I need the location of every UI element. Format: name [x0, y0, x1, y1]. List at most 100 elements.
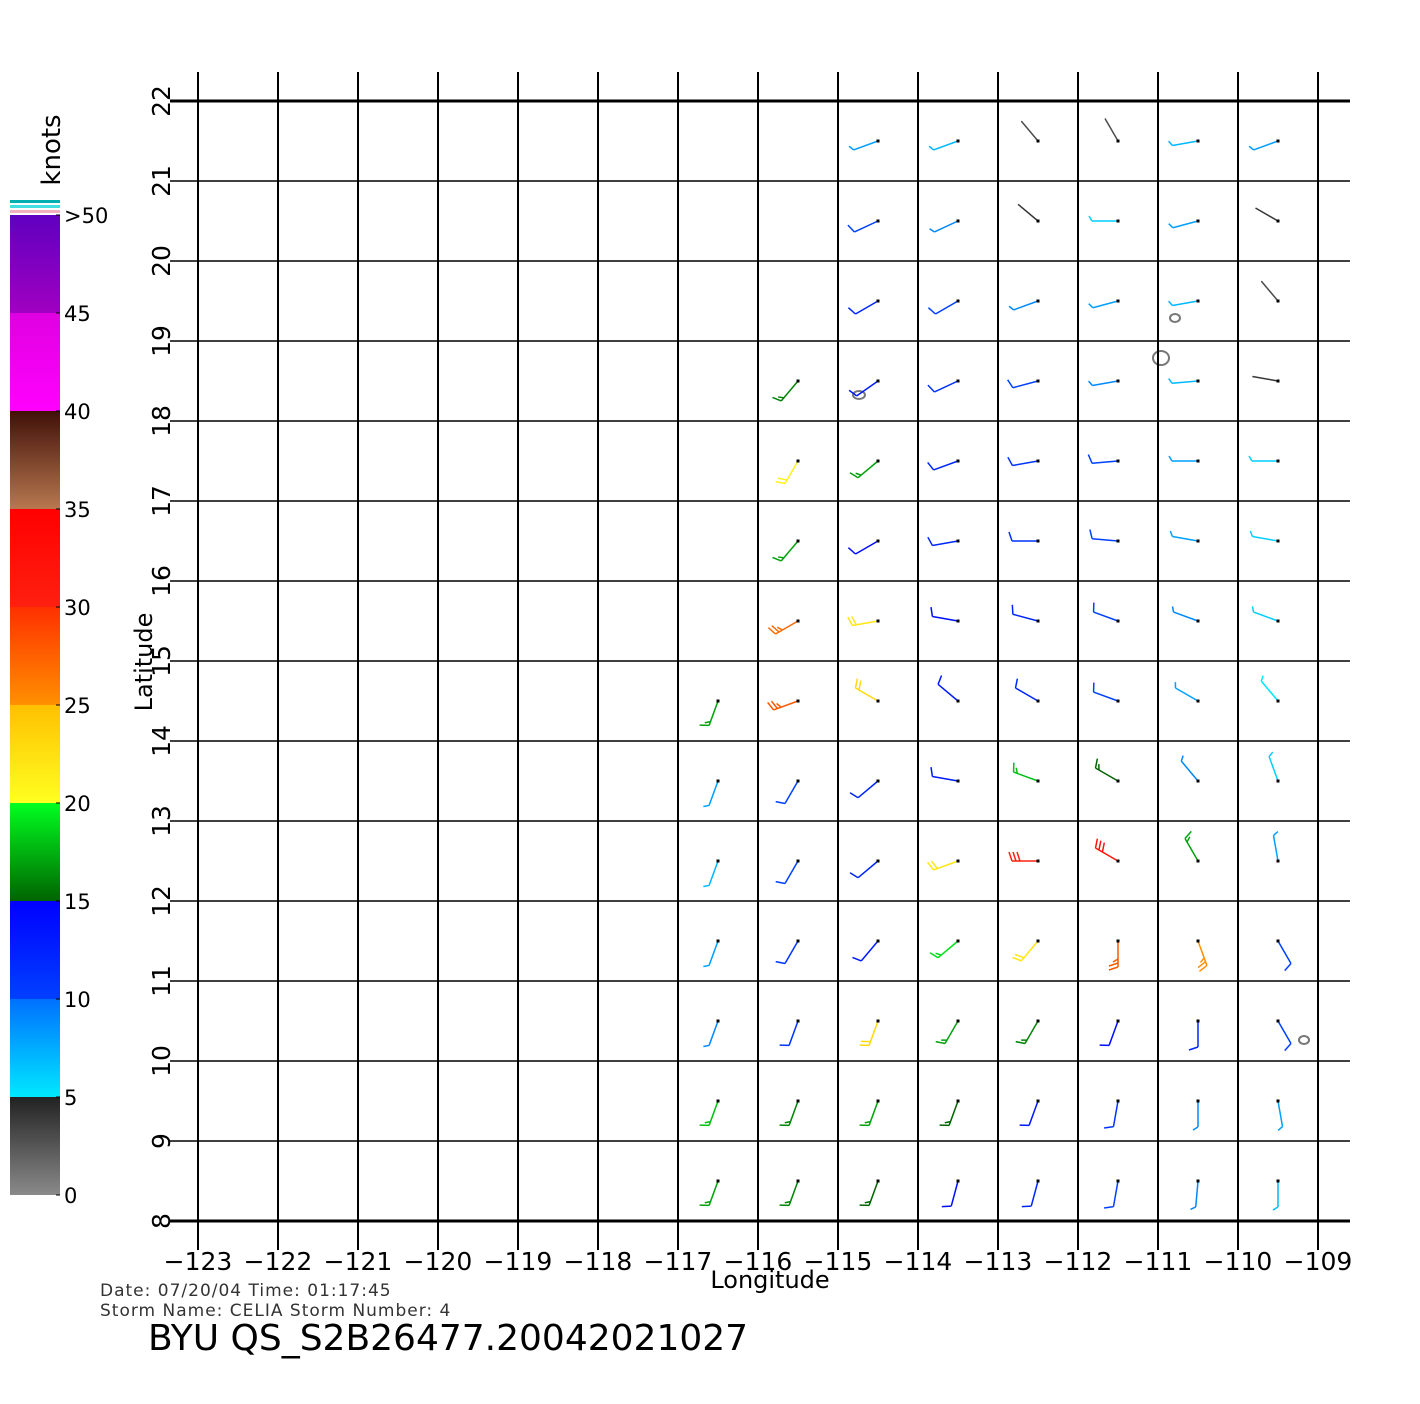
wind-barb — [935, 1020, 959, 1045]
barb-origin — [956, 1019, 960, 1023]
wind-barb — [1015, 1020, 1039, 1045]
barb-origin — [956, 299, 960, 303]
barb-origin — [1196, 1099, 1200, 1103]
x-tick-label: −122 — [244, 1247, 313, 1276]
wind-barb — [699, 700, 719, 727]
x-tick-label: −123 — [164, 1247, 233, 1276]
barb-origin — [1116, 379, 1120, 383]
y-tick-label: 14 — [147, 725, 176, 757]
wind-barb — [849, 460, 879, 479]
barb-origin — [876, 1099, 880, 1103]
wind-barb — [772, 540, 799, 562]
barb-origin — [956, 699, 960, 703]
wind-barb — [775, 940, 799, 965]
barb-origin — [796, 1179, 800, 1183]
barb-origin — [1116, 859, 1120, 863]
barb-origin — [1036, 299, 1040, 303]
x-tick-label: −119 — [484, 1247, 553, 1276]
barb-origin — [876, 379, 880, 383]
barb-origin — [956, 1179, 960, 1183]
barb-origin — [1196, 1019, 1200, 1023]
colorbar-tick-label: 45 — [64, 302, 91, 326]
barb-origin — [1196, 139, 1200, 143]
wind-barb — [1188, 1021, 1199, 1051]
wind-barb — [1252, 375, 1279, 382]
x-tick-label: −114 — [884, 1247, 953, 1276]
barb-origin — [1276, 299, 1280, 303]
colorbar-tick-label: 40 — [64, 400, 91, 424]
y-tick-label: 19 — [147, 325, 176, 357]
wind-barb — [1180, 755, 1199, 782]
wind-barb — [779, 1020, 799, 1047]
wind-barb — [1104, 118, 1119, 142]
barb-origin — [876, 539, 880, 543]
x-tick-label: −113 — [964, 1247, 1033, 1276]
barb-origin — [1036, 459, 1040, 463]
x-tick-label: −116 — [724, 1247, 793, 1276]
x-tick-label: −109 — [1284, 1247, 1353, 1276]
wind-barb — [1103, 1100, 1119, 1129]
wind-barb — [930, 606, 959, 622]
wind-barb — [847, 220, 879, 233]
wind-barb — [927, 536, 959, 547]
wind-barb — [1169, 530, 1199, 542]
wind-barb — [1020, 120, 1039, 142]
barb-origin — [1276, 139, 1280, 143]
barb-origin — [1116, 699, 1120, 703]
x-tick-label: −110 — [1204, 1247, 1273, 1276]
y-tick-label: 22 — [147, 85, 176, 117]
wind-barb — [767, 700, 799, 711]
colorbar-segment — [10, 999, 60, 1097]
barb-origin — [1036, 779, 1040, 783]
barb-origin — [796, 779, 800, 783]
barb-origin — [956, 139, 960, 143]
colorbar-tick-label: 10 — [64, 988, 91, 1012]
colorbar-segment — [10, 705, 60, 803]
barb-origin — [1196, 539, 1200, 543]
x-tick-label: −120 — [404, 1247, 473, 1276]
x-tick-label: −112 — [1044, 1247, 1113, 1276]
wind-barb — [941, 1180, 959, 1208]
wind-barb — [1103, 1180, 1119, 1209]
y-tick-label: 18 — [147, 405, 176, 437]
colorbar-cap — [10, 200, 60, 203]
wind-barb — [927, 300, 959, 315]
barb-origin — [1276, 779, 1280, 783]
wind-barb — [847, 616, 879, 627]
barb-origin — [1196, 299, 1200, 303]
barb-origin — [1196, 939, 1200, 943]
wind-barb — [930, 766, 959, 782]
barb-origin — [1196, 779, 1200, 783]
barb-origin — [956, 219, 960, 223]
wind-barb — [1192, 1101, 1199, 1131]
y-tick-label: 10 — [147, 1045, 176, 1077]
colorbar-segment — [10, 411, 60, 509]
wind-barb — [1092, 682, 1119, 702]
barb-origin — [1116, 619, 1120, 623]
barb-origin — [1276, 1099, 1280, 1103]
wind-barb — [1094, 758, 1119, 782]
barb-origin — [1276, 1179, 1280, 1183]
colorbar-tick-label: 20 — [64, 792, 91, 816]
wind-barb — [1268, 751, 1279, 782]
colorbar-tick-label: 15 — [64, 890, 91, 914]
wind-barb — [1008, 531, 1038, 542]
x-tick-label: −115 — [804, 1247, 873, 1276]
wind-barb — [859, 1100, 879, 1127]
barb-origin — [1036, 219, 1040, 223]
barb-origin — [716, 699, 720, 703]
y-tick-label: 16 — [147, 565, 176, 597]
island — [1298, 1035, 1310, 1045]
barb-origin — [1276, 539, 1280, 543]
barb-origin — [1276, 699, 1280, 703]
barb-origin — [1036, 539, 1040, 543]
colorbar-segment — [10, 901, 60, 999]
barb-origin — [1036, 1179, 1040, 1183]
barb-origin — [876, 219, 880, 223]
colorbar-tick-label: 35 — [64, 498, 91, 522]
wind-barb — [1168, 378, 1199, 385]
wind-barb — [699, 1180, 719, 1207]
colorbar-cap — [10, 205, 60, 208]
wind-barb — [1088, 300, 1119, 309]
y-tick-label: 21 — [147, 165, 176, 197]
